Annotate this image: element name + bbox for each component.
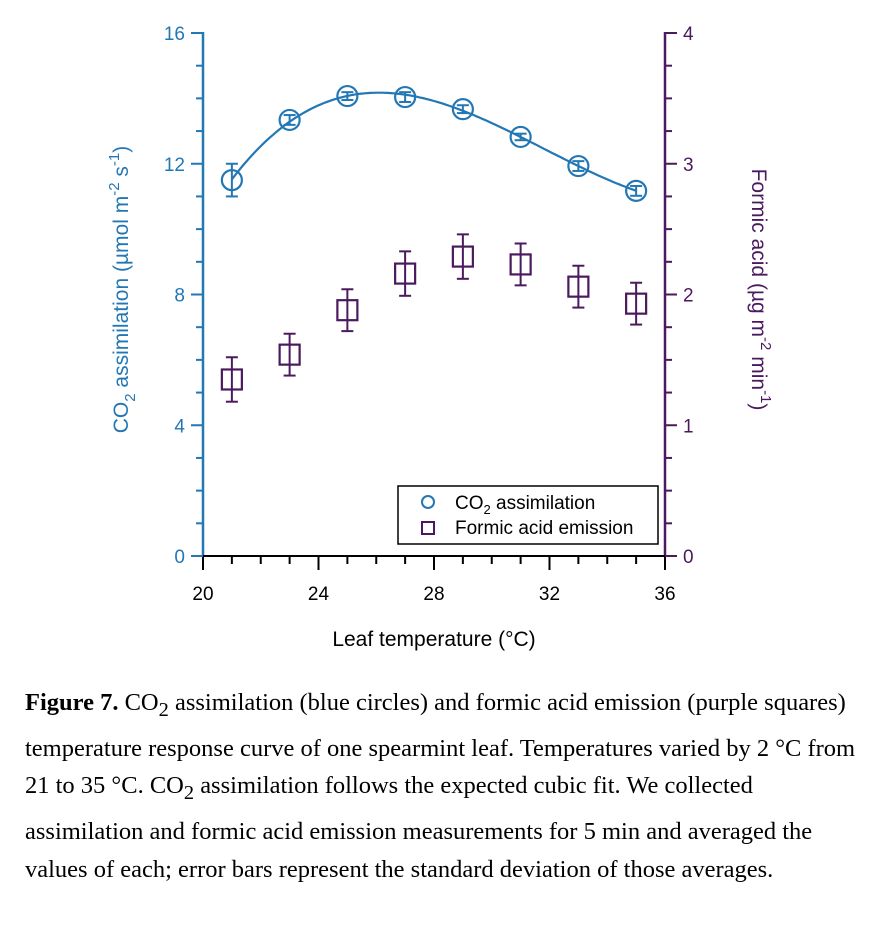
formic-square-marker bbox=[336, 299, 359, 322]
y-left-tick-label: 4 bbox=[174, 416, 185, 437]
caption-label: Figure 7. bbox=[25, 689, 119, 716]
formic-data-point bbox=[625, 281, 648, 326]
y-right-tick-label: 1 bbox=[683, 416, 694, 437]
y-right-tick-label: 0 bbox=[683, 547, 694, 568]
formic-data-point bbox=[509, 242, 532, 287]
formic-square-marker bbox=[509, 253, 532, 276]
co2-circle-marker bbox=[278, 108, 301, 132]
formic-data-point bbox=[451, 233, 474, 280]
co2-data-point bbox=[567, 154, 590, 178]
y-right-axis-label: Formic acid (µg m-2 min-1) bbox=[747, 169, 774, 411]
co2-circle-marker bbox=[336, 84, 359, 108]
x-tick-label: 36 bbox=[654, 584, 675, 605]
co2-data-point bbox=[394, 85, 417, 109]
formic-data-point bbox=[278, 332, 301, 377]
y-left-tick-label: 0 bbox=[174, 547, 185, 568]
co2-data-point bbox=[451, 98, 474, 121]
formic-square-marker bbox=[625, 292, 648, 315]
co2-circle-marker bbox=[451, 98, 474, 121]
co2-circle-marker bbox=[625, 179, 648, 202]
y-right-tick-label: 3 bbox=[683, 155, 694, 176]
co2-data-point bbox=[509, 125, 532, 149]
co2-circle-marker bbox=[220, 168, 243, 192]
co2-data-point bbox=[336, 84, 359, 108]
formic-square-marker bbox=[394, 262, 417, 285]
co2-data-point bbox=[625, 179, 648, 202]
formic-data-point bbox=[394, 250, 417, 297]
x-tick-label: 32 bbox=[539, 584, 560, 605]
legend-circle-icon bbox=[421, 495, 435, 509]
y-left-axis-label: CO2 assimilation (µmol m-2 s-1) bbox=[106, 146, 139, 434]
formic-data-point bbox=[567, 264, 590, 309]
legend-label-formic: Formic acid emission bbox=[455, 518, 633, 539]
y-left-tick-label: 16 bbox=[164, 24, 185, 45]
y-right-tick-label: 4 bbox=[683, 24, 694, 45]
co2-circle-marker bbox=[509, 125, 532, 149]
formic-data-point bbox=[336, 288, 359, 333]
x-tick-label: 28 bbox=[423, 584, 444, 605]
formic-square-marker bbox=[451, 245, 474, 268]
co2-circle-marker bbox=[567, 154, 590, 178]
y-left-tick-label: 12 bbox=[164, 155, 185, 176]
co2-data-point bbox=[278, 108, 301, 132]
formic-square-marker bbox=[567, 275, 590, 298]
y-right-tick-label: 2 bbox=[683, 286, 694, 307]
x-tick-label: 24 bbox=[308, 584, 330, 605]
co2-circle-marker bbox=[394, 85, 417, 109]
y-left-tick-label: 8 bbox=[174, 286, 185, 307]
figure-caption: Figure 7. CO2 assimilation (blue circles… bbox=[25, 689, 856, 883]
formic-square-marker bbox=[220, 368, 243, 391]
x-tick-label: 20 bbox=[192, 584, 213, 605]
formic-data-point bbox=[220, 356, 243, 403]
co2-data-point bbox=[220, 162, 243, 198]
x-axis-label: Leaf temperature (°C) bbox=[332, 628, 535, 651]
legend-label-co2: CO2 assimilation bbox=[455, 493, 595, 517]
legend-square-icon bbox=[421, 521, 435, 535]
legend-box bbox=[397, 485, 659, 545]
formic-square-marker bbox=[278, 343, 301, 366]
